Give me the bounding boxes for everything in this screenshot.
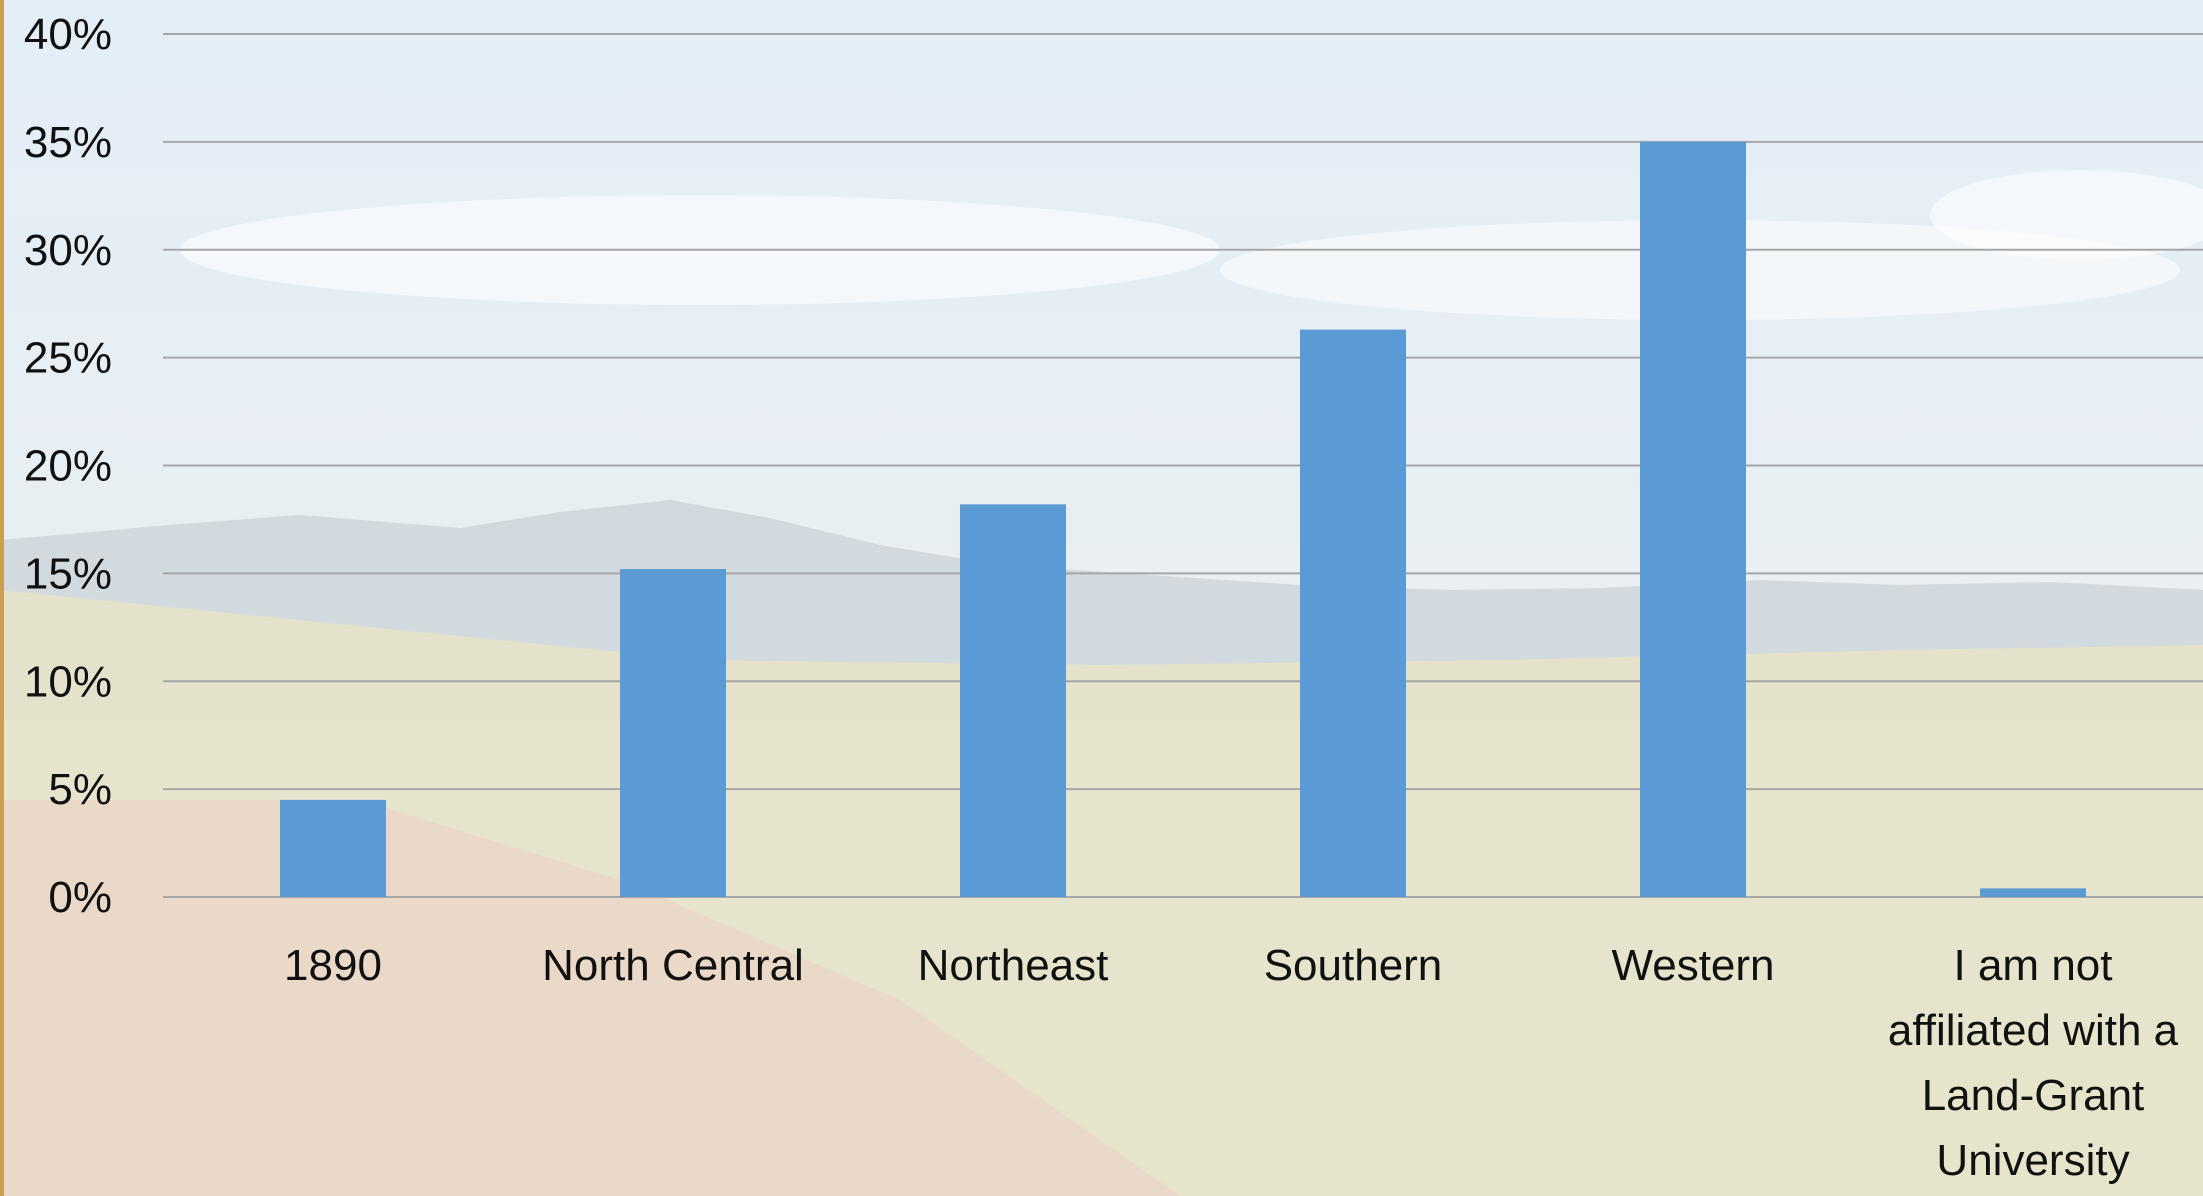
- x-tick-label-line: 1890: [284, 941, 382, 990]
- bar: [1980, 888, 2086, 897]
- x-tick-label-line: Northeast: [918, 941, 1109, 990]
- x-tick-label-line: North Central: [542, 941, 804, 990]
- y-axis: 0% 5% 10% 15% 20% 25% 30% 35% 40%: [24, 10, 112, 922]
- x-tick-label: I am not affiliated with a Land-Grant Unive…: [1888, 941, 2179, 1185]
- bar: [1300, 329, 1406, 897]
- x-tick-label-line: Western: [1611, 941, 1774, 990]
- y-tick-label: 5%: [48, 765, 112, 814]
- y-tick-label: 30%: [24, 226, 112, 275]
- y-tick-label: 20%: [24, 442, 112, 491]
- x-tick-label: Northeast: [918, 941, 1109, 990]
- bar: [960, 504, 1066, 897]
- y-tick-label: 25%: [24, 334, 112, 383]
- x-tick-label-line: Land-Grant: [1922, 1071, 2145, 1120]
- bars: [280, 141, 2086, 897]
- x-tick-label: 1890: [284, 941, 382, 990]
- y-tick-label: 0%: [48, 873, 112, 922]
- x-tick-label: Southern: [1264, 941, 1443, 990]
- cloud: [1930, 170, 2203, 260]
- bar: [1640, 141, 1746, 897]
- left-edge-accent: [0, 0, 4, 1196]
- x-axis: 1890 North Central Northeast Southern Wester…: [284, 941, 2179, 1185]
- x-tick-label-line: affiliated with a: [1888, 1006, 2179, 1055]
- x-tick-label: North Central: [542, 941, 804, 990]
- y-tick-label: 35%: [24, 118, 112, 167]
- x-tick-label-line: I am not: [1954, 941, 2113, 990]
- bar: [620, 569, 726, 897]
- bar: [280, 799, 386, 897]
- x-tick-label-line: Southern: [1264, 941, 1443, 990]
- x-tick-label-line: University: [1936, 1136, 2129, 1185]
- gridlines: [163, 33, 2203, 898]
- y-tick-label: 10%: [24, 657, 112, 706]
- x-tick-label: Western: [1611, 941, 1774, 990]
- dirt-road: [0, 800, 1180, 1196]
- y-tick-label: 15%: [24, 549, 112, 598]
- y-tick-label: 40%: [24, 10, 112, 59]
